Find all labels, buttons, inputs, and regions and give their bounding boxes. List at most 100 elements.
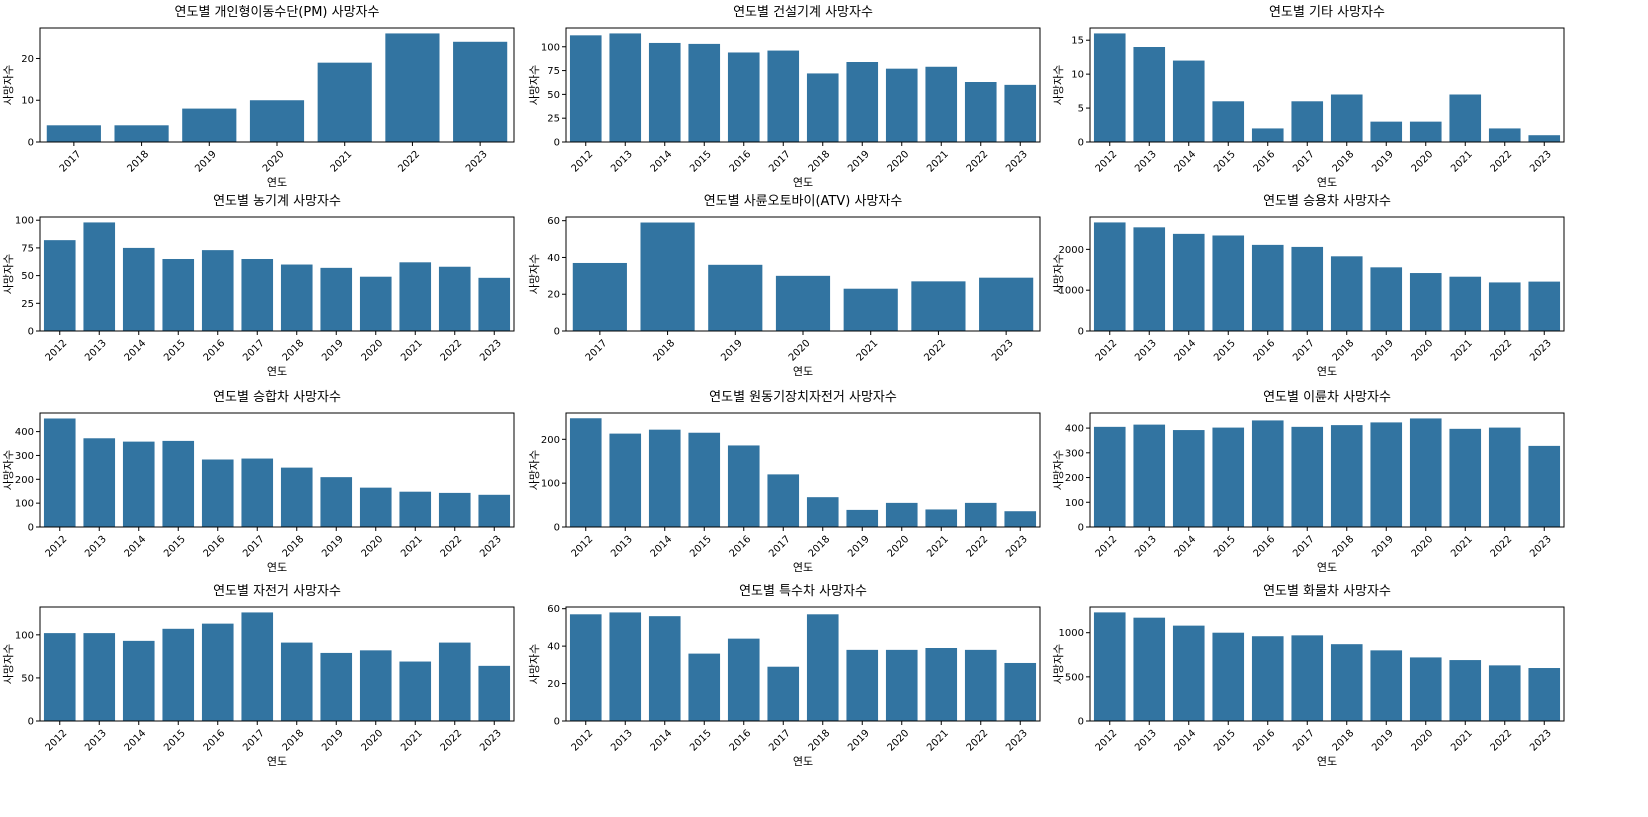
plot-frame xyxy=(565,27,1041,143)
bar xyxy=(83,438,116,527)
y-tick-label: 25 xyxy=(21,299,34,310)
y-tick-label: 100 xyxy=(1065,498,1084,509)
x-tick-label: 2020 xyxy=(1410,728,1436,754)
x-axis-label: 연도 xyxy=(1317,176,1337,189)
y-tick-label: 100 xyxy=(15,499,34,510)
y-tick-label: 0 xyxy=(1078,138,1084,149)
chart-svg: 연도별 사륜오토바이(ATV) 사망자수 0 20 40 60 2017 2018 2019 2… xyxy=(528,194,1041,378)
x-tick-label: 2014 xyxy=(649,149,675,175)
x-tick-label: 2021 xyxy=(1449,534,1475,560)
x-tick-label: 2022 xyxy=(439,338,465,364)
x-tick-label: 2019 xyxy=(320,728,346,754)
x-tick-label: 2019 xyxy=(193,149,219,175)
bar xyxy=(1409,418,1442,527)
y-tick-label: 0 xyxy=(1078,717,1084,728)
x-tick-label: 2012 xyxy=(1094,728,1120,754)
bar xyxy=(320,477,353,527)
x-tick-label: 2019 xyxy=(1370,534,1396,560)
bar xyxy=(1488,128,1521,142)
bar xyxy=(925,66,958,142)
bar xyxy=(1172,60,1205,142)
x-tick-label: 2023 xyxy=(990,338,1016,364)
x-tick-label: 2022 xyxy=(396,149,422,175)
bar xyxy=(201,623,234,721)
x-tick-label: 2017 xyxy=(584,338,610,364)
bar xyxy=(320,267,353,331)
bar xyxy=(1133,227,1166,331)
chart-panel: 연도별 자전거 사망자수 0 50 100 2012 2013 2014 2015 2016 20… xyxy=(0,581,549,785)
x-tick-label: 2016 xyxy=(202,728,228,754)
bar xyxy=(1488,665,1521,721)
x-tick-label: 2017 xyxy=(1291,728,1317,754)
x-tick-label: 2013 xyxy=(1133,149,1159,175)
chart-panel: 연도별 기타 사망자수 0 5 10 15 2012 2013 2014 2015 2016 201… xyxy=(1050,2,1599,206)
x-tick-label: 2015 xyxy=(162,534,188,560)
bar xyxy=(1409,121,1442,142)
bar xyxy=(846,509,879,527)
bar xyxy=(249,100,305,142)
x-tick-label: 2017 xyxy=(1291,149,1317,175)
bar xyxy=(1528,668,1561,721)
x-tick-label: 2012 xyxy=(570,534,596,560)
bar xyxy=(1133,424,1166,527)
plot-frame xyxy=(1089,606,1565,722)
y-axis-label: 사망자수 xyxy=(528,254,541,294)
bar xyxy=(1449,660,1482,721)
x-tick-label: 2021 xyxy=(399,728,425,754)
chart-svg: 연도별 승용차 사망자수 0 1000 2000 2012 2013 2014 2015 201… xyxy=(1052,194,1565,378)
x-tick-label: 2023 xyxy=(1528,338,1554,364)
y-tick-label: 10 xyxy=(1071,70,1084,81)
x-tick-label: 2016 xyxy=(1252,149,1278,175)
bar xyxy=(727,52,760,143)
x-tick-label: 2020 xyxy=(360,338,386,364)
chart-svg: 연도별 개인형이동수단(PM) 사망자수 0 10 20 2017 2018 2019 202… xyxy=(2,5,515,189)
x-tick-label: 2013 xyxy=(83,534,109,560)
bar xyxy=(438,492,471,527)
y-tick-label: 50 xyxy=(547,90,560,101)
x-tick-label: 2013 xyxy=(609,728,635,754)
x-tick-label: 2019 xyxy=(1370,149,1396,175)
chart-panel: 연도별 건설기계 사망자수 0 25 50 75 100 2012 2013 2014 2015 2… xyxy=(526,2,1075,206)
bar xyxy=(1251,128,1284,142)
y-tick-label: 1000 xyxy=(1059,286,1084,297)
y-axis-label: 사망자수 xyxy=(528,450,541,490)
bar xyxy=(1004,84,1037,142)
bar xyxy=(885,68,918,142)
x-tick-label: 2017 xyxy=(1291,338,1317,364)
bar xyxy=(1133,47,1166,142)
x-tick-label: 2016 xyxy=(202,534,228,560)
bar xyxy=(1251,420,1284,527)
bar xyxy=(1093,612,1126,721)
chart-panel: 연도별 승합차 사망자수 0 100 200 300 400 2012 2013 2014 201… xyxy=(0,387,549,591)
x-tick-label: 2020 xyxy=(1410,338,1436,364)
x-tick-label: 2016 xyxy=(728,149,754,175)
x-tick-label: 2022 xyxy=(965,534,991,560)
chart-title: 연도별 화물차 사망자수 xyxy=(1263,584,1391,599)
x-tick-label: 2013 xyxy=(1133,534,1159,560)
x-tick-label: 2013 xyxy=(1133,728,1159,754)
y-axis-label: 사망자수 xyxy=(2,644,15,684)
plot-frame xyxy=(1089,216,1565,332)
x-tick-label: 2023 xyxy=(1004,728,1030,754)
x-tick-label: 2022 xyxy=(965,728,991,754)
x-tick-label: 2020 xyxy=(1410,534,1436,560)
chart-panel: 연도별 승용차 사망자수 0 1000 2000 2012 2013 2014 2015 201… xyxy=(1050,191,1599,395)
bar xyxy=(122,441,155,527)
x-tick-label: 2018 xyxy=(1331,338,1357,364)
bar xyxy=(1291,426,1324,527)
bar xyxy=(964,502,997,527)
bar xyxy=(1488,282,1521,331)
bar xyxy=(648,429,681,527)
x-tick-label: 2018 xyxy=(1331,149,1357,175)
x-axis-label: 연도 xyxy=(267,365,287,378)
y-tick-label: 20 xyxy=(547,679,560,690)
bar xyxy=(1291,246,1324,331)
x-tick-label: 2016 xyxy=(728,728,754,754)
x-tick-label: 2018 xyxy=(125,149,151,175)
x-tick-label: 2019 xyxy=(1370,728,1396,754)
bar xyxy=(478,665,511,721)
x-tick-label: 2019 xyxy=(846,728,872,754)
y-tick-label: 100 xyxy=(15,216,34,227)
x-tick-label: 2013 xyxy=(83,728,109,754)
y-tick-label: 100 xyxy=(541,42,560,53)
